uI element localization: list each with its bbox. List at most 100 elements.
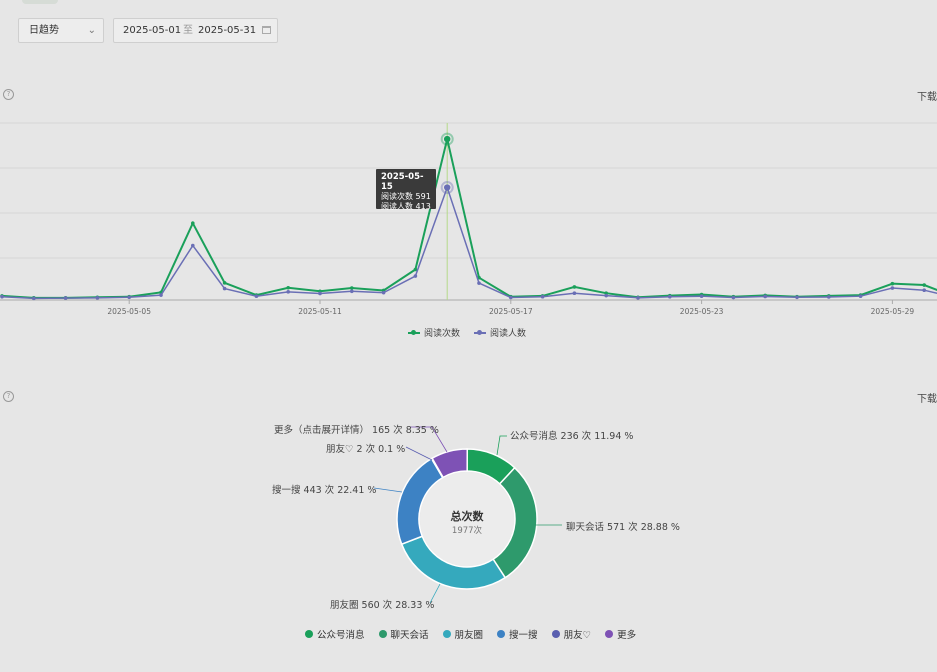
pie-label-chat: 聊天会话 571 次 28.88 % (566, 522, 680, 533)
line-legend: 阅读次数 阅读人数 (408, 326, 526, 339)
data-point[interactable] (286, 290, 291, 294)
read-trend-line-chart: 2025-05-05 2025-05-11 2025-05-17 2025-05-23… (0, 122, 937, 316)
tooltip-reads: 阅读次数 591 (381, 192, 431, 201)
leader-line (410, 426, 448, 453)
tab-indicator (22, 0, 58, 4)
help-icon[interactable]: ? (3, 89, 14, 100)
leader-line (429, 583, 441, 604)
legend-dot (497, 630, 506, 638)
data-point[interactable] (222, 286, 227, 291)
donut-legend: 公众号消息 聊天会话 朋友圈 搜一搜 朋友♡ 更多 (305, 627, 636, 641)
data-point[interactable] (540, 294, 545, 299)
calendar-icon[interactable] (262, 26, 271, 34)
legend-item[interactable]: 公众号消息 (305, 627, 365, 641)
data-point[interactable] (286, 285, 291, 290)
data-point[interactable] (32, 296, 36, 301)
legend-label: 公众号消息 (317, 630, 365, 641)
legend-item-reads[interactable]: 阅读次数 (408, 326, 460, 339)
highlight-point[interactable] (444, 184, 451, 191)
x-tick-label: 2025-05-23 (680, 307, 724, 316)
leader-line (496, 435, 507, 456)
legend-swatch (408, 329, 420, 335)
highlight-point[interactable] (444, 135, 451, 143)
legend-label: 朋友圈 (454, 630, 484, 641)
data-point[interactable] (350, 289, 354, 294)
tooltip-readers: 阅读人数 413 (381, 202, 431, 211)
data-point[interactable] (350, 286, 354, 290)
data-point[interactable] (668, 294, 672, 299)
chart-tooltip: 2025-05-15 阅读次数 591 阅读人数 413 (376, 169, 436, 211)
legend-dot (378, 630, 387, 638)
data-point[interactable] (222, 281, 227, 285)
date-separator: 至 (183, 25, 193, 36)
data-point[interactable] (731, 295, 736, 300)
highlight-point-halo (440, 132, 454, 146)
download-button-trend[interactable]: 下载 (917, 92, 937, 103)
data-point[interactable] (890, 286, 895, 290)
legend-item[interactable]: 更多 (605, 627, 636, 641)
data-point[interactable] (191, 243, 195, 248)
data-point[interactable] (413, 274, 418, 278)
data-point[interactable] (381, 290, 386, 295)
x-tick-label: 2025-05-05 (107, 307, 151, 316)
data-point[interactable] (922, 283, 926, 287)
donut-hole (420, 472, 514, 566)
data-point[interactable] (572, 285, 577, 289)
data-point[interactable] (318, 291, 322, 296)
legend-dot (551, 630, 560, 638)
legend-item-readers[interactable]: 阅读人数 (474, 326, 526, 339)
data-point[interactable] (413, 267, 418, 272)
data-point[interactable] (509, 295, 513, 300)
data-point[interactable] (572, 291, 577, 295)
data-point[interactable] (254, 294, 259, 298)
x-tick-label: 2025-05-29 (871, 307, 915, 316)
date-end[interactable]: 2025-05-31 (198, 25, 257, 36)
data-point[interactable] (890, 281, 895, 286)
data-point[interactable] (0, 294, 4, 299)
legend-dot (605, 630, 614, 638)
data-point[interactable] (191, 221, 195, 226)
pie-label-gzh: 公众号消息 236 次 11.94 % (510, 431, 634, 442)
legend-label: 更多 (617, 630, 637, 641)
legend-label: 阅读人数 (490, 329, 527, 339)
legend-item[interactable]: 朋友圈 (442, 627, 484, 641)
date-start[interactable]: 2025-05-01 (123, 25, 182, 36)
legend-dot (442, 630, 451, 638)
data-point[interactable] (763, 294, 767, 299)
tooltip-date: 2025-05-15 (381, 172, 424, 192)
leader-line (373, 487, 403, 493)
data-point[interactable] (95, 296, 100, 300)
data-point[interactable] (477, 281, 481, 285)
download-button-source[interactable]: 下载 (917, 394, 937, 405)
data-point[interactable] (858, 294, 863, 298)
legend-dot (305, 630, 313, 638)
data-point[interactable] (63, 296, 68, 300)
data-point[interactable] (159, 293, 163, 297)
data-point[interactable] (827, 295, 831, 299)
help-icon[interactable]: ? (3, 391, 14, 402)
legend-item[interactable]: 聊天会话 (378, 627, 429, 641)
pie-label-friend: 朋友♡ 2 次 0.1 % (326, 444, 406, 455)
data-point[interactable] (699, 294, 704, 298)
chevron-down-icon: ⌄ (87, 25, 96, 36)
data-point[interactable] (922, 288, 926, 292)
data-point[interactable] (795, 295, 799, 300)
donut-slice[interactable] (431, 448, 469, 479)
x-tick-label: 2025-05-11 (298, 307, 342, 316)
highlight-point-halo (440, 181, 454, 195)
trend-select-value: 日趋势 (29, 25, 59, 36)
date-range-picker[interactable]: 2025-05-01 至 2025-05-31 (113, 18, 278, 43)
legend-item[interactable]: 朋友♡ (551, 627, 591, 641)
legend-label: 阅读次数 (424, 329, 461, 339)
pie-label-search: 搜一搜 443 次 22.41 % (272, 485, 377, 496)
pie-label-moments: 朋友圈 560 次 28.33 % (330, 600, 435, 611)
data-point[interactable] (604, 293, 608, 298)
pie-label-more: 更多（点击展开详情） 165 次 8.35 % (274, 425, 439, 436)
donut-center-total: 1977次 (451, 526, 483, 536)
data-point[interactable] (636, 296, 640, 300)
legend-label: 聊天会话 (390, 630, 429, 641)
data-point[interactable] (127, 295, 131, 300)
legend-item[interactable]: 搜一搜 (497, 627, 538, 641)
trend-select[interactable]: 日趋势 ⌄ (18, 18, 104, 43)
